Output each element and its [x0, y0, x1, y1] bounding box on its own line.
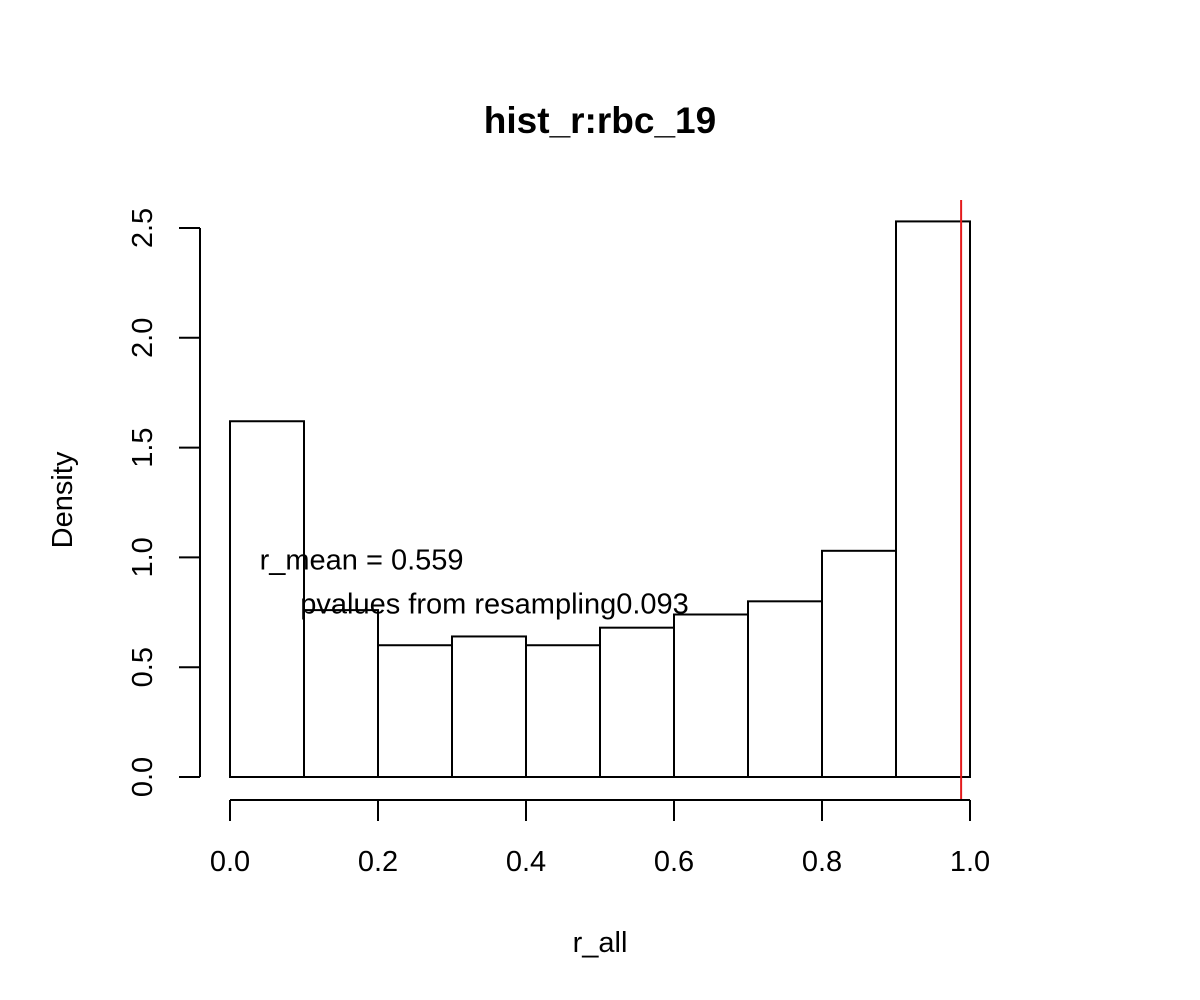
histogram-bar	[451, 635, 527, 778]
annotation-text: r_mean = 0.559	[260, 545, 464, 577]
x-tick-label: 0.2	[358, 846, 398, 878]
histogram-bar	[525, 644, 601, 778]
x-axis-label: r_all	[573, 927, 628, 959]
x-tick-label: 0.6	[654, 846, 694, 878]
y-axis-label: Density	[47, 451, 79, 548]
annotations-group: r_mean = 0.559 pvalues from resampling0.0…	[260, 545, 689, 621]
y-tick-label: 1.5	[127, 427, 159, 467]
histogram-bar	[821, 549, 897, 779]
x-tick-label: 0.0	[210, 846, 250, 878]
y-tick-label: 2.5	[127, 208, 159, 248]
histogram-bar	[747, 600, 823, 778]
histogram-bar	[895, 220, 971, 779]
histogram-bar	[303, 609, 379, 778]
histogram-bar	[599, 626, 675, 778]
y-tick-label: 0.0	[127, 757, 159, 797]
y-tick-label: 2.0	[127, 318, 159, 358]
x-tick-label: 0.8	[802, 846, 842, 878]
histogram-bar	[377, 644, 453, 778]
chart-title: hist_r:rbc_19	[484, 100, 716, 141]
y-tick-label: 0.5	[127, 647, 159, 687]
y-axis: 0.0 0.5 1.0 1.5 2.0 2.5	[127, 208, 201, 797]
bars-group	[229, 220, 971, 779]
x-axis: 0.0 0.2 0.4 0.6 0.8 1.0	[210, 799, 990, 878]
x-tick-label: 1.0	[950, 846, 990, 878]
annotation-text: pvalues from resampling0.093	[300, 589, 688, 621]
x-tick-label: 0.4	[506, 846, 546, 878]
y-tick-label: 1.0	[127, 537, 159, 577]
histogram-bar	[673, 613, 749, 778]
histogram-bar	[229, 420, 305, 778]
